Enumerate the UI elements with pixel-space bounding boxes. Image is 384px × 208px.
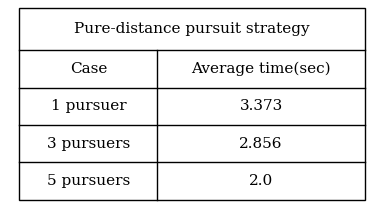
Text: Average time(sec): Average time(sec): [191, 62, 331, 76]
Text: Case: Case: [70, 62, 107, 76]
Text: 3 pursuers: 3 pursuers: [47, 137, 130, 151]
Text: 5 pursuers: 5 pursuers: [47, 174, 130, 188]
Text: 2.856: 2.856: [239, 137, 283, 151]
Bar: [19, 8, 365, 200]
Text: 2.0: 2.0: [249, 174, 273, 188]
Text: Pure-distance pursuit strategy: Pure-distance pursuit strategy: [74, 22, 310, 36]
Text: 3.373: 3.373: [240, 99, 283, 113]
Text: 1 pursuer: 1 pursuer: [51, 99, 126, 113]
